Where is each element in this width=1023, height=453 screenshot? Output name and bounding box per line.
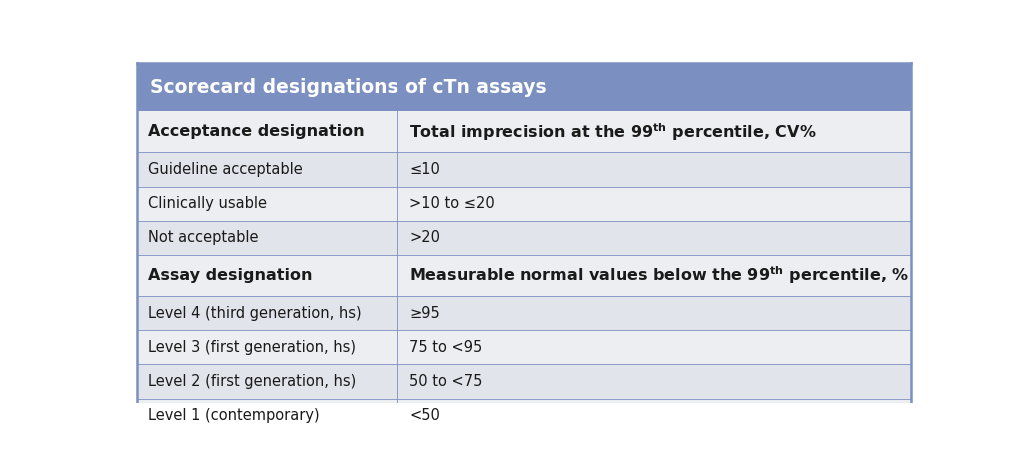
Text: Not acceptable: Not acceptable bbox=[148, 230, 259, 246]
Bar bbox=[137, 221, 911, 255]
Text: Acceptance designation: Acceptance designation bbox=[148, 124, 365, 139]
Bar bbox=[137, 296, 911, 330]
Text: ≤10: ≤10 bbox=[409, 162, 440, 177]
Bar bbox=[137, 187, 911, 221]
Text: <50: <50 bbox=[409, 408, 440, 423]
Bar bbox=[137, 63, 911, 111]
Text: Level 2 (first generation, hs): Level 2 (first generation, hs) bbox=[148, 374, 357, 389]
Text: Guideline acceptable: Guideline acceptable bbox=[148, 162, 303, 177]
Bar bbox=[137, 365, 911, 399]
Bar bbox=[137, 111, 911, 152]
Bar bbox=[137, 330, 911, 365]
Text: Total imprecision at the 99$^{\mathregular{th}}$ percentile, CV%: Total imprecision at the 99$^{\mathregul… bbox=[409, 121, 817, 143]
Text: ≥95: ≥95 bbox=[409, 306, 440, 321]
Text: Measurable normal values below the 99$^{\mathregular{th}}$ percentile, %: Measurable normal values below the 99$^{… bbox=[409, 265, 909, 286]
Bar bbox=[137, 399, 911, 433]
Text: Level 1 (contemporary): Level 1 (contemporary) bbox=[148, 408, 320, 423]
Text: Scorecard designations of cTn assays: Scorecard designations of cTn assays bbox=[150, 77, 546, 96]
Text: 50 to <75: 50 to <75 bbox=[409, 374, 483, 389]
Bar bbox=[137, 255, 911, 296]
Text: Level 4 (third generation, hs): Level 4 (third generation, hs) bbox=[148, 306, 362, 321]
Text: Clinically usable: Clinically usable bbox=[148, 196, 267, 211]
Text: Assay designation: Assay designation bbox=[148, 268, 313, 283]
Text: 75 to <95: 75 to <95 bbox=[409, 340, 483, 355]
Text: Level 3 (first generation, hs): Level 3 (first generation, hs) bbox=[148, 340, 356, 355]
Text: >10 to ≤20: >10 to ≤20 bbox=[409, 196, 495, 211]
Text: >20: >20 bbox=[409, 230, 440, 246]
Bar bbox=[137, 152, 911, 187]
